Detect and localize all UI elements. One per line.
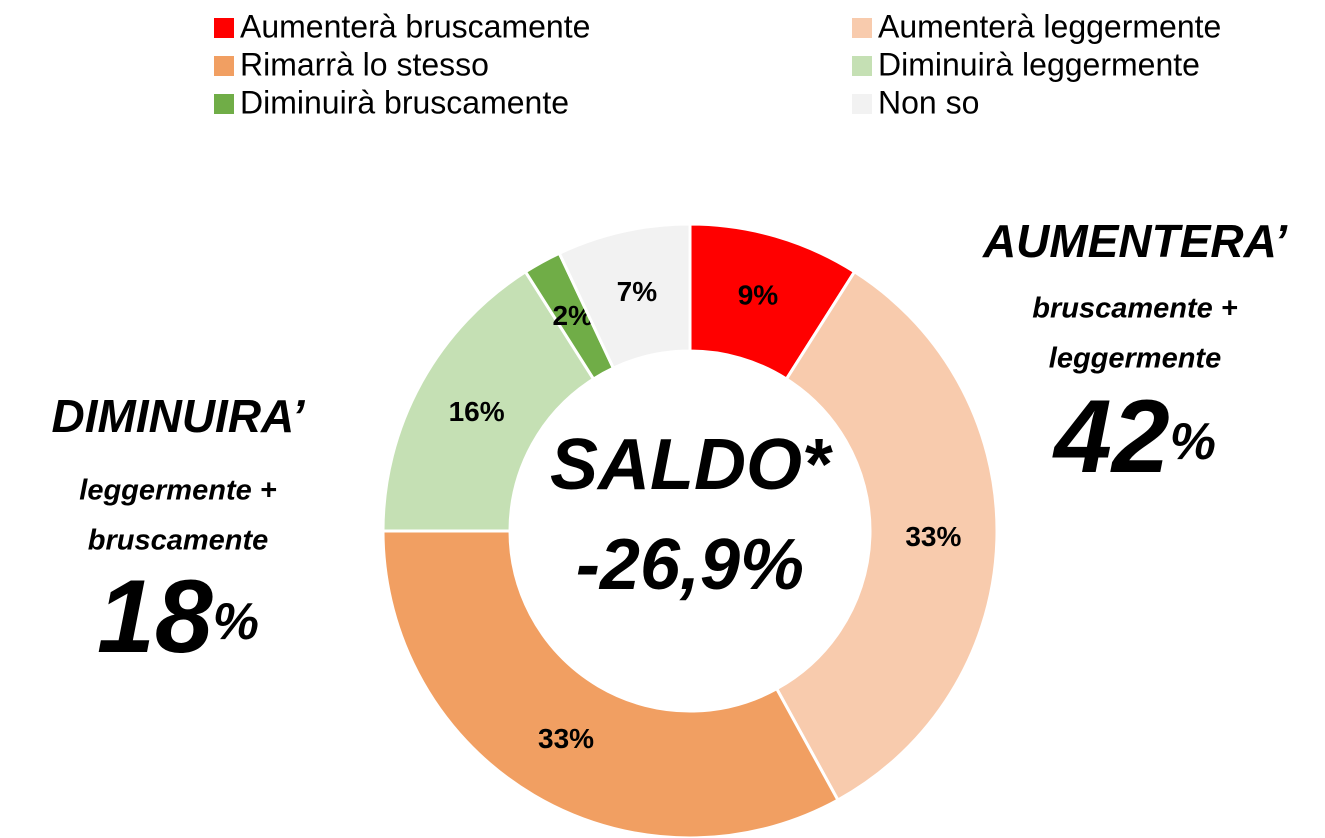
donut-segment bbox=[381, 529, 840, 838]
legend-swatch bbox=[214, 56, 234, 76]
annotation-unit: % bbox=[213, 593, 259, 651]
center-label: SALDO* bbox=[550, 425, 833, 505]
annotation-subtitle: leggermente bbox=[1049, 343, 1221, 375]
annotation-value: 42% bbox=[1052, 379, 1216, 495]
legend-swatch bbox=[852, 56, 872, 76]
annotation-subtitle: bruscamente bbox=[88, 525, 269, 557]
legend-swatch bbox=[852, 94, 872, 114]
legend-label: Aumenterà bruscamente bbox=[240, 8, 590, 44]
center-label: -26,9% bbox=[576, 525, 804, 605]
annotation-subtitle: bruscamente + bbox=[1032, 293, 1238, 325]
annotation-number: 18 bbox=[97, 559, 213, 675]
legend-swatch bbox=[214, 18, 234, 38]
donut-segment bbox=[381, 269, 596, 533]
data-label: 7% bbox=[617, 276, 658, 307]
annotation-title: AUMENTERA’ bbox=[982, 215, 1288, 267]
data-label: 16% bbox=[449, 396, 505, 427]
legend-swatch bbox=[852, 18, 872, 38]
donut-segment bbox=[557, 222, 692, 371]
donut-segment bbox=[774, 269, 999, 803]
legend-label: Diminuirà leggermente bbox=[878, 46, 1200, 82]
legend-label: Diminuirà bruscamente bbox=[240, 84, 569, 120]
data-label: 33% bbox=[905, 521, 961, 552]
annotation-number: 42 bbox=[1052, 379, 1170, 495]
legend-label: Aumenterà leggermente bbox=[878, 8, 1221, 44]
annotation-unit: % bbox=[1170, 413, 1216, 471]
annotation-title: DIMINUIRA’ bbox=[52, 390, 306, 442]
legend-label: Rimarrà lo stesso bbox=[240, 46, 489, 82]
annotation-subtitle: leggermente + bbox=[79, 475, 276, 507]
data-label: 9% bbox=[738, 280, 779, 311]
data-label: 33% bbox=[538, 723, 594, 754]
legend-swatch bbox=[214, 94, 234, 114]
legend-label: Non so bbox=[878, 84, 979, 120]
annotation-value: 18% bbox=[97, 559, 259, 675]
